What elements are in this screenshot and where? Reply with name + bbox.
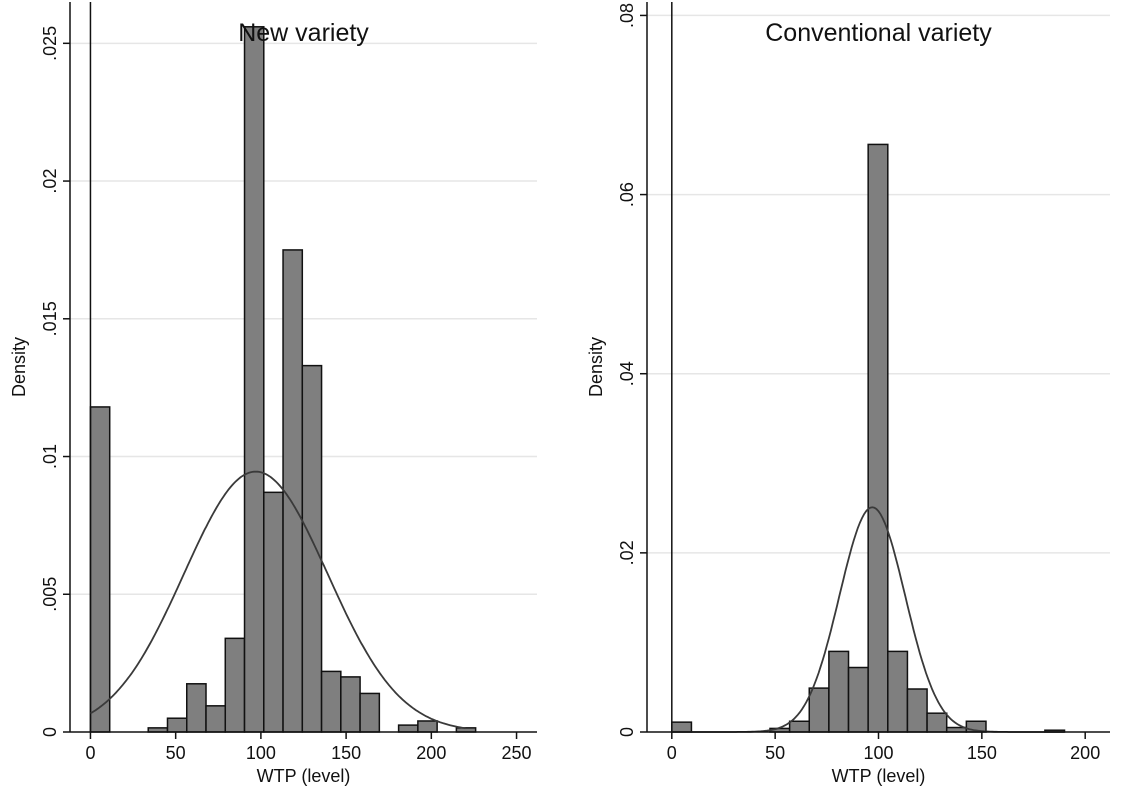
histogram-bar (867, 143, 889, 733)
y-tick-label: 0 (40, 727, 60, 737)
histogram-bar (906, 688, 928, 733)
histogram-bar (397, 724, 419, 733)
histogram-bar (186, 683, 207, 733)
chart-title: New variety (238, 19, 369, 47)
histogram-bar (282, 249, 304, 733)
histogram-bar (788, 720, 811, 733)
x-tick-label: 200 (1070, 743, 1100, 763)
x-tick-label: 0 (85, 743, 95, 763)
histogram-bar (340, 676, 361, 733)
x-axis-label: WTP (level) (257, 766, 351, 786)
y-tick-label: .02 (617, 540, 637, 565)
x-tick-label: 150 (967, 743, 997, 763)
panel-conventional-variety: 0 .02 .04 .06 .08 0 50 100 150 200 Conventional va… (586, 2, 1110, 786)
normal-density-curve (90, 470, 466, 730)
y-tick-label: .08 (617, 3, 637, 28)
histogram-bar (417, 720, 438, 733)
x-axis-label: WTP (level) (832, 766, 926, 786)
x-tick-label: 50 (166, 743, 186, 763)
y-tick-label: .005 (40, 577, 60, 612)
histogram-bar (89, 406, 111, 733)
x-tick-label: 100 (246, 743, 276, 763)
x-tick-label: 0 (667, 743, 677, 763)
y-tick-label: .015 (40, 301, 60, 336)
x-tick-label: 200 (416, 743, 446, 763)
histogram-bar (359, 692, 381, 733)
histogram-bar (887, 650, 909, 733)
histogram-bar (263, 491, 284, 733)
histogram-bar (301, 364, 323, 733)
histogram-bar (671, 721, 693, 733)
histogram-bar (166, 717, 188, 733)
histogram-bar (320, 670, 342, 733)
y-axis-label: Density (9, 337, 29, 397)
histogram-bar (205, 705, 227, 733)
histogram-bar (243, 26, 265, 733)
histogram-bar (224, 637, 246, 733)
histogram-bar (847, 666, 869, 733)
y-tick-label: .04 (617, 361, 637, 386)
y-tick-label: .025 (40, 26, 60, 61)
y-tick-label: 0 (617, 727, 637, 737)
histogram-bar (828, 650, 850, 733)
x-tick-label: 100 (863, 743, 893, 763)
x-tick-label: 250 (502, 743, 532, 763)
y-tick-label: .06 (617, 182, 637, 207)
x-tick-label: 50 (765, 743, 785, 763)
histogram-bar (926, 712, 948, 733)
y-tick-label: .02 (40, 169, 60, 194)
histogram-bar (808, 687, 830, 733)
chart-title: Conventional variety (765, 19, 992, 47)
y-tick-label: .01 (40, 444, 60, 469)
y-axis-label: Density (586, 337, 606, 397)
x-tick-label: 150 (331, 743, 361, 763)
panel-new-variety: 0 .005 .01 .015 .02 .025 0 50 100 150 200 250 New va… (9, 2, 537, 786)
